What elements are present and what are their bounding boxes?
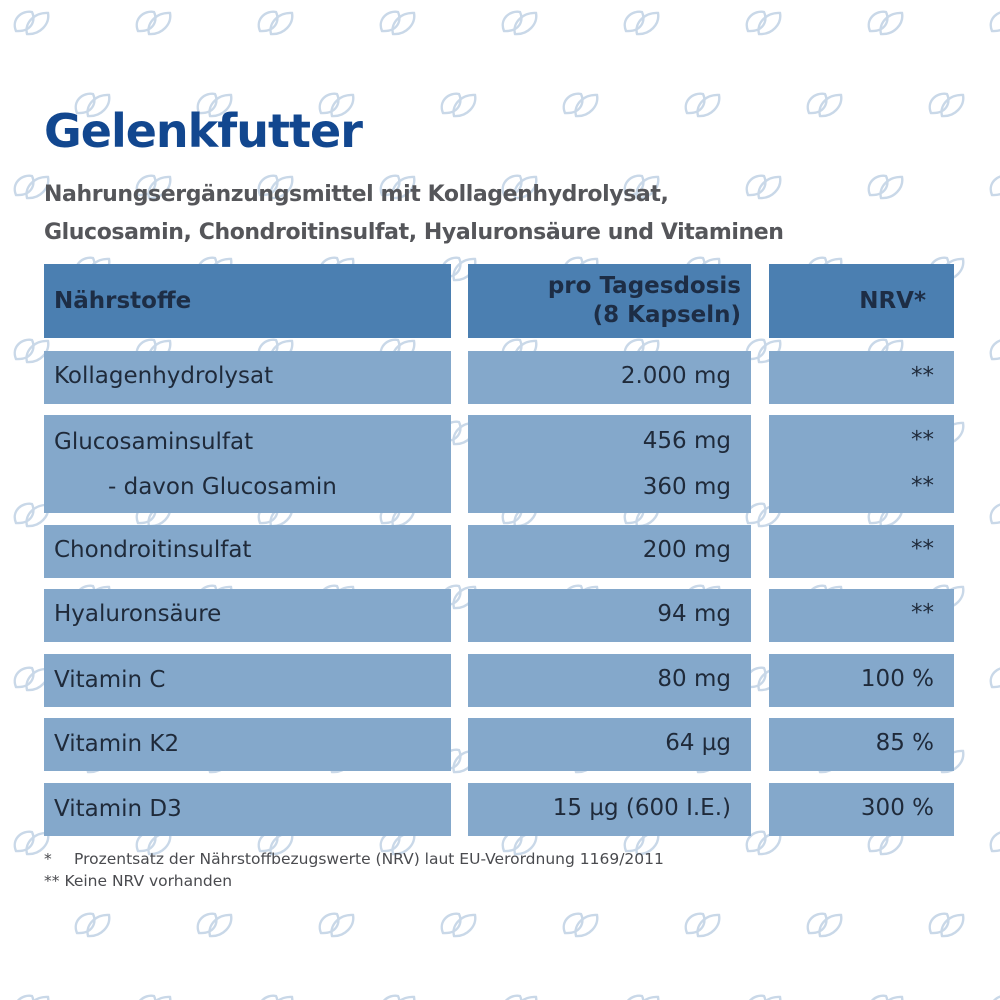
header-nrv-label: NRV* <box>859 288 926 314</box>
row-kollagenhydrolysat-nrv: ** <box>769 351 954 404</box>
row-kollagenhydrolysat-dose: 2.000 mg <box>468 351 751 404</box>
row-chondroitinsulfat-nrv: ** <box>769 525 954 578</box>
nrv-value: 85 % <box>875 730 934 756</box>
subtitle-line-2: Glucosamin, Chondroitinsulfat, Hyalurons… <box>44 220 784 245</box>
header-nrv: NRV* <box>769 264 954 338</box>
footnote-no-nrv: ** Keine NRV vorhanden <box>44 870 664 892</box>
nutrient-name: Kollagenhydrolysat <box>54 363 274 389</box>
nrv-value: ** <box>911 600 934 626</box>
nutrient-name: Vitamin C <box>54 667 166 693</box>
row-kollagenhydrolysat-nutrient: Kollagenhydrolysat <box>44 351 451 404</box>
nutrient-name: Hyaluronsäure <box>54 601 222 627</box>
nutrient-name: Glucosaminsulfat <box>54 429 254 455</box>
footnote-text: Keine NRV vorhanden <box>64 872 233 890</box>
dose-value: 200 mg <box>642 537 731 563</box>
footnote-text: Prozentsatz der Nährstoffbezugswerte (NR… <box>74 850 664 868</box>
footnotes: * Prozentsatz der Nährstoffbezugswerte (N… <box>44 848 664 892</box>
row-vitamin-d3-nutrient: Vitamin D3 <box>44 783 451 836</box>
row-vitamin-c-dose: 80 mg <box>468 654 751 707</box>
row-vitamin-k2-nrv: 85 % <box>769 718 954 771</box>
row-glucosaminsulfat-dose: 456 mg 360 mg <box>468 415 751 513</box>
dose-value: 94 mg <box>657 601 731 627</box>
row-vitamin-k2-nutrient: Vitamin K2 <box>44 718 451 771</box>
header-dose: pro Tagesdosis (8 Kapseln) <box>468 264 751 338</box>
subtitle-line-1: Nahrungsergänzungsmittel mit Kollagenhyd… <box>44 182 669 207</box>
row-vitamin-c-nutrient: Vitamin C <box>44 654 451 707</box>
nrv-value: ** <box>911 536 934 562</box>
footnote-mark: * <box>44 850 52 868</box>
nrv-value: ** <box>911 363 934 389</box>
row-glucosaminsulfat-nutrient: Glucosaminsulfat - davon Glucosamin <box>44 415 451 513</box>
row-glucosaminsulfat-nrv: ** ** <box>769 415 954 513</box>
nrv-value: 100 % <box>860 666 934 692</box>
header-dose-line-1: pro Tagesdosis <box>547 273 741 299</box>
dose-value: 80 mg <box>657 666 731 692</box>
nrv-value: 300 % <box>860 795 934 821</box>
dose-value: 2.000 mg <box>620 363 731 389</box>
sub-nutrient-name: - davon Glucosamin <box>108 474 337 500</box>
dose-value: 64 µg <box>665 730 731 756</box>
sub-nrv-value: ** <box>911 473 934 499</box>
row-vitamin-d3-nrv: 300 % <box>769 783 954 836</box>
nutrient-name: Chondroitinsulfat <box>54 537 252 563</box>
dose-value: 456 mg <box>642 428 731 454</box>
product-title: Gelenkfutter <box>44 104 363 158</box>
dose-value: 15 µg (600 I.E.) <box>552 795 731 821</box>
row-vitamin-c-nrv: 100 % <box>769 654 954 707</box>
sub-dose-value: 360 mg <box>642 474 731 500</box>
row-chondroitinsulfat-nutrient: Chondroitinsulfat <box>44 525 451 578</box>
nrv-value: ** <box>911 427 934 453</box>
nutrient-name: Vitamin K2 <box>54 731 180 757</box>
header-nutrient-label: Nährstoffe <box>54 288 192 314</box>
header-nutrient: Nährstoffe <box>44 264 451 338</box>
row-chondroitinsulfat-dose: 200 mg <box>468 525 751 578</box>
product-subtitle: Nahrungsergänzungsmittel mit Kollagenhyd… <box>44 176 784 252</box>
header-dose-line-2: (8 Kapseln) <box>592 302 741 328</box>
row-vitamin-d3-dose: 15 µg (600 I.E.) <box>468 783 751 836</box>
row-vitamin-k2-dose: 64 µg <box>468 718 751 771</box>
row-hyaluronsaeure-nrv: ** <box>769 589 954 642</box>
row-hyaluronsaeure-nutrient: Hyaluronsäure <box>44 589 451 642</box>
footnote-nrv: * Prozentsatz der Nährstoffbezugswerte (N… <box>44 848 664 870</box>
row-hyaluronsaeure-dose: 94 mg <box>468 589 751 642</box>
footnote-mark: ** <box>44 872 60 890</box>
nutrient-name: Vitamin D3 <box>54 796 182 822</box>
